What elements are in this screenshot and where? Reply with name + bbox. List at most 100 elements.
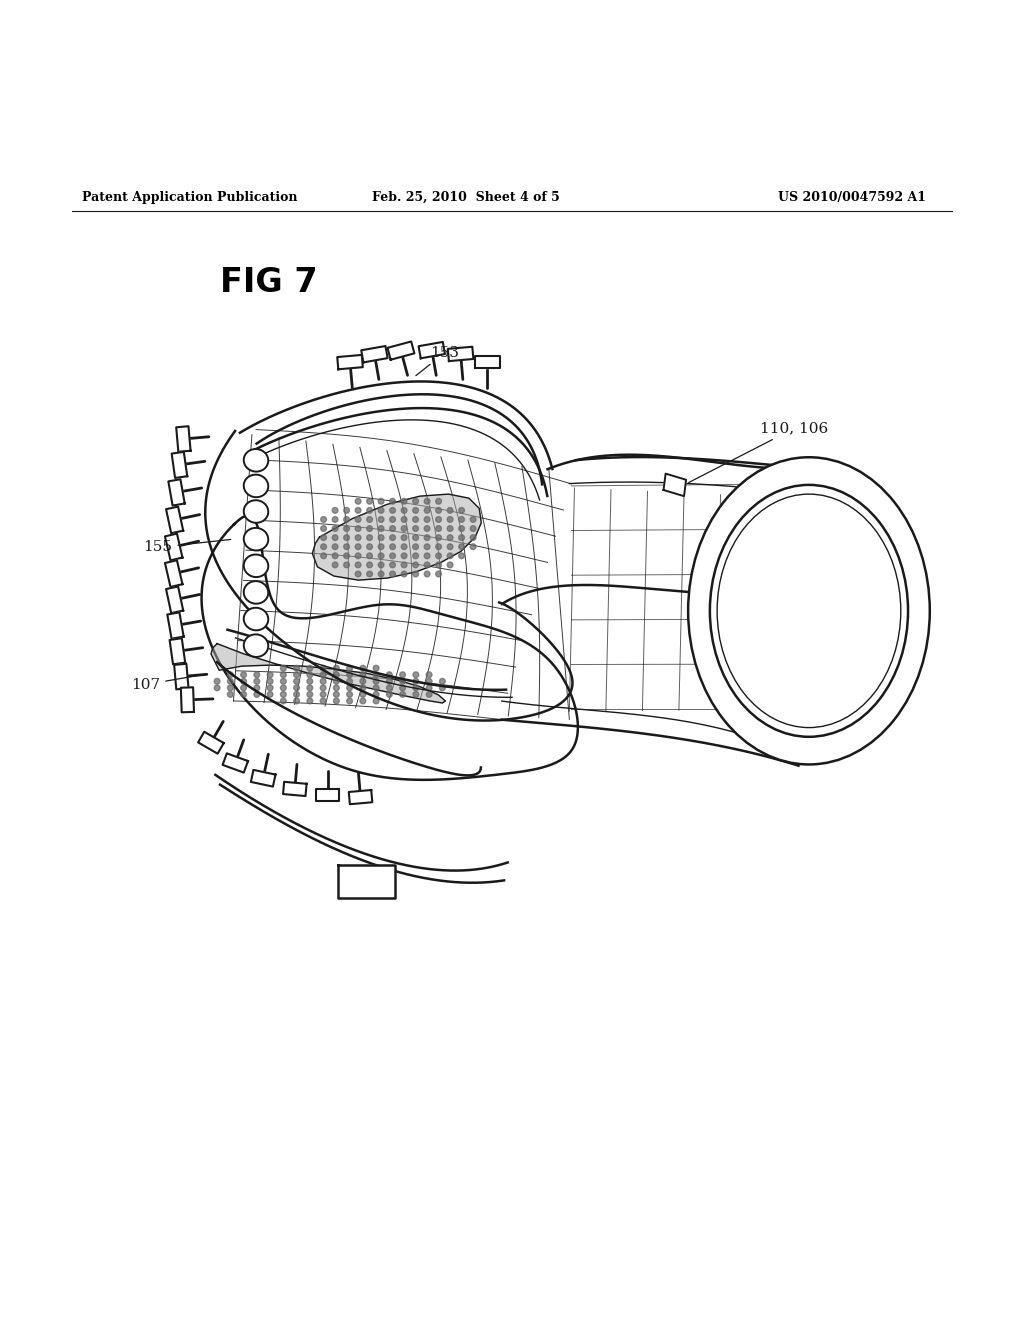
Circle shape [470, 525, 476, 532]
Circle shape [367, 507, 373, 513]
Circle shape [294, 672, 299, 677]
Circle shape [390, 544, 395, 549]
Circle shape [307, 698, 312, 704]
Circle shape [307, 685, 312, 690]
Circle shape [281, 672, 287, 677]
Circle shape [294, 685, 299, 690]
Circle shape [436, 507, 441, 513]
Circle shape [241, 685, 247, 690]
Polygon shape [475, 356, 500, 368]
Circle shape [347, 685, 352, 690]
Circle shape [307, 678, 312, 684]
Circle shape [386, 678, 392, 684]
Ellipse shape [244, 607, 268, 631]
Circle shape [321, 678, 326, 684]
Circle shape [399, 678, 406, 684]
Circle shape [334, 685, 339, 690]
Circle shape [426, 672, 432, 677]
Circle shape [390, 499, 395, 504]
Circle shape [321, 698, 326, 704]
Circle shape [367, 553, 373, 558]
Circle shape [321, 525, 327, 532]
Circle shape [401, 535, 407, 540]
Circle shape [373, 678, 379, 684]
Circle shape [321, 672, 326, 677]
Polygon shape [251, 770, 275, 787]
Circle shape [360, 698, 366, 704]
Circle shape [294, 665, 299, 671]
Circle shape [344, 507, 349, 513]
Circle shape [413, 544, 419, 549]
Polygon shape [168, 479, 184, 506]
Circle shape [459, 525, 465, 532]
Circle shape [214, 678, 220, 684]
Circle shape [401, 544, 407, 549]
Polygon shape [338, 865, 395, 898]
Circle shape [447, 516, 453, 523]
Circle shape [373, 685, 379, 690]
Circle shape [413, 678, 419, 684]
Circle shape [334, 692, 339, 697]
Polygon shape [202, 516, 578, 780]
Circle shape [378, 544, 384, 549]
Circle shape [401, 553, 407, 558]
Circle shape [373, 698, 379, 704]
Circle shape [355, 535, 360, 540]
Polygon shape [387, 342, 415, 360]
Circle shape [254, 678, 260, 684]
Circle shape [436, 572, 441, 577]
Ellipse shape [244, 554, 268, 577]
Circle shape [254, 685, 260, 690]
Circle shape [355, 499, 360, 504]
Circle shape [426, 692, 432, 697]
Circle shape [401, 499, 407, 504]
Circle shape [424, 516, 430, 523]
Circle shape [267, 685, 273, 690]
Circle shape [447, 562, 453, 568]
Circle shape [436, 562, 441, 568]
Circle shape [347, 672, 352, 677]
Circle shape [436, 544, 441, 549]
Circle shape [470, 544, 476, 549]
Polygon shape [165, 560, 182, 587]
Circle shape [424, 572, 430, 577]
Circle shape [390, 553, 395, 558]
Polygon shape [174, 664, 188, 689]
Polygon shape [166, 507, 183, 533]
Circle shape [294, 692, 299, 697]
Circle shape [413, 562, 419, 568]
Circle shape [344, 535, 349, 540]
Circle shape [413, 535, 419, 540]
Circle shape [424, 525, 430, 532]
Polygon shape [664, 474, 686, 496]
Circle shape [367, 499, 373, 504]
Circle shape [355, 507, 360, 513]
Circle shape [321, 516, 327, 523]
Circle shape [378, 553, 384, 558]
Circle shape [360, 678, 366, 684]
Circle shape [227, 692, 233, 697]
Text: FIG 7: FIG 7 [220, 265, 317, 298]
Circle shape [413, 525, 419, 532]
Ellipse shape [244, 475, 268, 498]
Circle shape [424, 507, 430, 513]
Circle shape [347, 678, 352, 684]
Circle shape [344, 516, 349, 523]
Circle shape [344, 562, 349, 568]
Circle shape [344, 553, 349, 558]
Polygon shape [312, 494, 481, 579]
Circle shape [267, 672, 273, 677]
Polygon shape [447, 347, 473, 362]
Circle shape [267, 678, 273, 684]
Text: 155: 155 [143, 540, 230, 554]
Circle shape [281, 698, 287, 704]
Circle shape [367, 525, 373, 532]
Circle shape [378, 499, 384, 504]
Circle shape [413, 672, 419, 677]
Circle shape [367, 535, 373, 540]
Circle shape [307, 692, 312, 697]
Circle shape [439, 685, 445, 690]
Circle shape [401, 525, 407, 532]
Circle shape [281, 685, 287, 690]
Text: Patent Application Publication: Patent Application Publication [82, 191, 297, 205]
